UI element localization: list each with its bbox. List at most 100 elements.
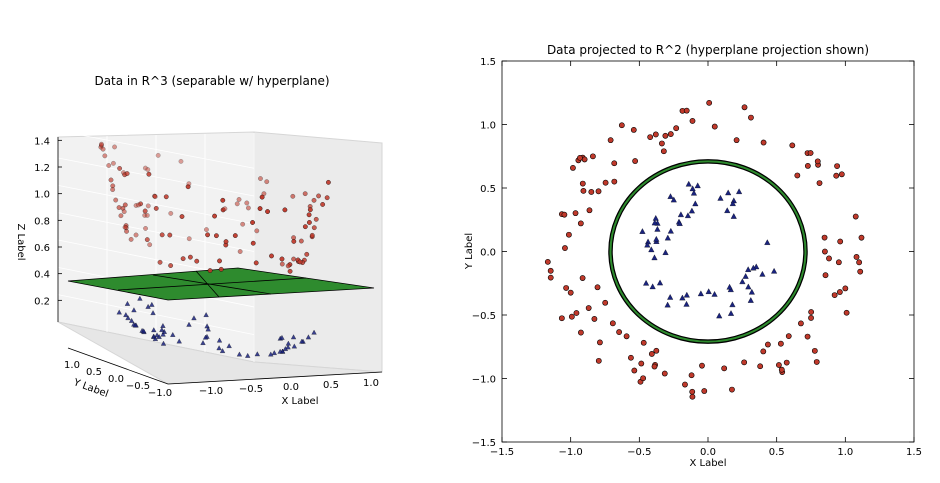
inner-point [684,212,691,219]
inner-point-3d [216,345,222,351]
outer-point-3d [302,224,308,230]
outer-point [807,150,814,156]
inner-point-3d [285,340,292,346]
outer-point [653,347,660,354]
outer-point-3d [269,253,274,259]
outer-point [588,189,595,195]
outer-point-3d [153,206,159,211]
outer-point-3d [320,202,326,207]
outer-point-3d [106,163,112,168]
inner-point [730,213,737,219]
outer-point [813,359,820,365]
inner-point-3d [156,334,162,339]
inner-point [690,189,697,196]
inner-point [670,196,677,203]
inner-point [759,270,766,277]
outer-points-3d [98,141,331,274]
inner-point-3d [159,327,165,332]
outer-point-3d [117,166,123,171]
outer-point-3d [143,226,148,231]
inner-point [771,267,778,274]
outer-point [640,339,647,346]
inner-point [667,227,674,234]
inner-point-3d [160,323,166,328]
z-tick-label: 1.0 [34,190,50,201]
outer-point [562,245,568,251]
outer-point-3d [220,197,226,203]
outer-point [682,381,688,388]
x-tick-label: −1.0 [559,447,583,458]
outer-point-3d [99,141,104,147]
outer-point-3d [102,153,108,159]
outer-point [616,329,623,335]
outer-point [631,367,638,374]
y-tick-label: 0.5 [480,184,496,195]
inner-point-3d [160,340,167,346]
inner-point [664,301,671,308]
outer-point-3d [285,263,291,269]
inner-point [748,288,755,295]
outer-point-3d [187,254,193,260]
outer-point-3d [222,206,228,212]
outer-point [842,285,849,292]
inner-point-3d [268,351,274,357]
outer-point [570,164,576,171]
inner-point [652,214,659,221]
inner-points-3d [116,295,317,358]
inner-point [717,194,724,201]
outer-point [811,347,818,354]
outer-point-3d [279,256,285,262]
inner-point-3d [277,348,283,354]
outer-point [857,268,864,275]
y-axis-2d: 1.5 1.0 0.5 0.0 −0.5 −1.0 −1.5 [472,57,914,449]
outer-point-3d [217,258,222,264]
outer-point [699,362,705,369]
outer-point-3d [122,202,128,208]
outer-point [563,285,570,291]
outer-point [609,320,616,327]
outer-point [567,289,574,296]
outer-point [586,207,593,214]
inner-point [689,185,696,192]
inner-point-3d [141,328,147,334]
outer-point [808,315,814,321]
inner-point-3d [202,334,209,340]
inner-point-3d [137,295,143,301]
decision-circle-fill [609,160,807,343]
inner-point [679,294,686,301]
outer-point-3d [145,203,151,209]
outer-point-3d [207,268,213,273]
outer-point-3d [324,195,330,201]
outer-point [578,329,584,336]
outer-point [760,348,767,355]
outer-point-3d [157,259,163,265]
outer-point [856,259,863,266]
z-tick-label: 0.8 [34,216,50,227]
z-tick-label: 0.6 [34,243,50,254]
inner-point-3d [145,303,151,309]
outer-point [632,158,639,164]
outer-point-3d [234,201,240,207]
outer-point-3d [307,207,313,213]
outer-point [729,386,735,393]
outer-point-3d [311,225,317,231]
inner-point-3d [226,343,232,349]
outer-point [814,158,821,165]
outer-point [585,305,592,311]
inner-point [676,220,683,226]
inner-point-3d [170,332,176,337]
y-tick-label: −1.0 [472,375,496,386]
outer-point-3d [111,160,116,166]
outer-point [547,274,554,281]
x-tick-label-3d: 0.0 [283,382,299,393]
inner-point-3d [128,317,135,323]
outer-point [688,372,695,379]
outer-point [590,153,596,160]
outer-point-3d [302,191,308,197]
outer-point-3d [118,213,124,219]
inner-point-3d [285,344,291,350]
outer-point-3d [236,197,242,202]
inner-point [667,294,674,300]
outer-point [748,114,754,121]
outer-point [648,351,655,357]
